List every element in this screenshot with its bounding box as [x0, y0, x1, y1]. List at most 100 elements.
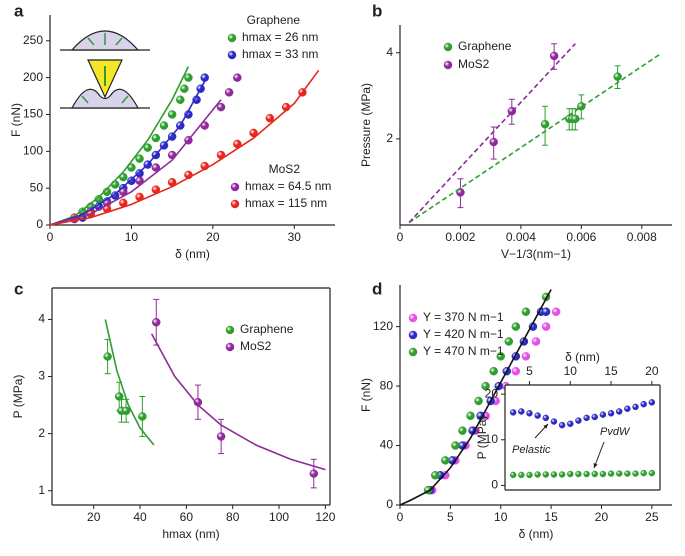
marker: [624, 470, 631, 477]
marker: [511, 322, 521, 331]
marker: [458, 426, 467, 435]
legend-label: hmax = 115 nm: [245, 196, 327, 210]
marker: [640, 400, 647, 408]
x-tick-label: 0: [397, 230, 404, 244]
marker: [541, 307, 551, 317]
marker: [489, 366, 498, 376]
marker: [509, 409, 517, 416]
marker: [648, 399, 656, 406]
x-tick-label: 5: [447, 510, 454, 524]
marker: [540, 119, 550, 129]
panel-label: a: [14, 1, 24, 20]
marker: [640, 469, 647, 477]
y-tick-label: 1: [38, 483, 45, 497]
legend-label: Y = 420 N m−1: [423, 327, 504, 341]
panel: 0 5 10 15 20 25 0 40 80 120 δ (nm) F (nN) d Y = 370 N…: [359, 279, 672, 541]
legend-label: hmax = 33 nm: [242, 47, 318, 61]
marker: [309, 469, 319, 478]
marker: [504, 337, 514, 346]
marker: [599, 411, 607, 418]
fit-line: [408, 53, 661, 224]
y-tick-label: 20: [485, 386, 499, 400]
marker: [152, 318, 161, 327]
x-tick-label: 100: [269, 510, 289, 524]
y-axis-label: P (MPa): [475, 416, 489, 460]
marker: [575, 470, 582, 478]
marker: [542, 414, 550, 422]
marker: [549, 51, 559, 61]
marker: [176, 95, 185, 104]
x-tick-label: 20: [206, 230, 220, 244]
marker: [607, 470, 615, 477]
y-tick-label: 150: [23, 107, 43, 121]
marker: [451, 441, 460, 450]
marker: [114, 392, 124, 401]
marker: [431, 471, 440, 480]
marker: [184, 73, 193, 82]
legend-marker: [227, 50, 237, 60]
marker: [167, 110, 177, 119]
marker: [249, 128, 258, 138]
panel-label: d: [372, 279, 382, 298]
marker: [541, 322, 551, 331]
x-tick-label: 15: [544, 510, 558, 524]
y-tick-label: 0: [386, 497, 393, 511]
marker: [103, 352, 112, 361]
legend-label: Graphene: [458, 39, 512, 53]
y-tick-label: 4: [386, 45, 393, 59]
legend-marker: [225, 342, 235, 352]
marker: [151, 163, 161, 172]
x-tick-label: 10: [564, 364, 578, 378]
legend-label: Y = 470 N m−1: [423, 344, 504, 358]
marker: [518, 471, 525, 479]
marker: [550, 418, 558, 425]
y-tick-label: 250: [23, 33, 43, 47]
marker: [110, 191, 120, 200]
marker: [607, 410, 615, 417]
marker: [110, 180, 120, 189]
y-tick-label: 2: [386, 131, 393, 145]
fit-line: [104, 319, 155, 446]
fit-line: [49, 99, 222, 226]
y-axis-label: F (nN): [9, 103, 23, 137]
marker: [511, 366, 521, 376]
marker: [474, 396, 483, 406]
marker: [481, 381, 490, 391]
y-tick-label: 50: [30, 180, 44, 194]
y-tick-label: 0: [491, 478, 498, 492]
y-tick-label: 2: [38, 426, 45, 440]
marker: [121, 406, 131, 416]
legend-marker: [443, 60, 453, 70]
y-axis-label: P (MPa): [11, 375, 25, 419]
x-tick-label: 120: [315, 510, 335, 524]
marker: [571, 114, 580, 124]
legend-title: Graphene: [247, 13, 301, 27]
x-tick-label: 0.008: [627, 230, 657, 244]
y-tick-label: 80: [380, 378, 394, 392]
legend-marker: [230, 182, 240, 192]
y-tick-label: 10: [485, 432, 499, 446]
marker: [534, 412, 541, 419]
panel: 0 0.002 0.004 0.006 0.008 2 4 V−1/3(nm−1) Pressu…: [359, 1, 672, 261]
marker: [509, 471, 517, 479]
legend-marker: [408, 330, 418, 340]
x-tick-label: 10: [494, 510, 508, 524]
arrow-head: [543, 424, 548, 429]
legend-label: Y = 370 N m−1: [423, 310, 504, 324]
panel-label: b: [372, 1, 382, 20]
marker: [599, 470, 607, 478]
x-axis-label: δ (nm): [565, 350, 600, 364]
legend-marker: [227, 33, 237, 43]
marker: [613, 72, 622, 81]
y-axis-label: Pressure (MPa): [359, 83, 373, 167]
x-tick-label: 20: [87, 510, 101, 524]
marker: [615, 470, 623, 477]
x-tick-label: 0.004: [506, 230, 536, 244]
panel: 5 10 15 20 0 10 20 δ (nm) P (MPa) Pelastic PvdW: [475, 350, 661, 492]
marker: [542, 471, 550, 478]
marker: [632, 403, 639, 411]
fit-line: [49, 80, 206, 226]
legend-marker: [225, 325, 235, 335]
marker: [534, 471, 541, 478]
